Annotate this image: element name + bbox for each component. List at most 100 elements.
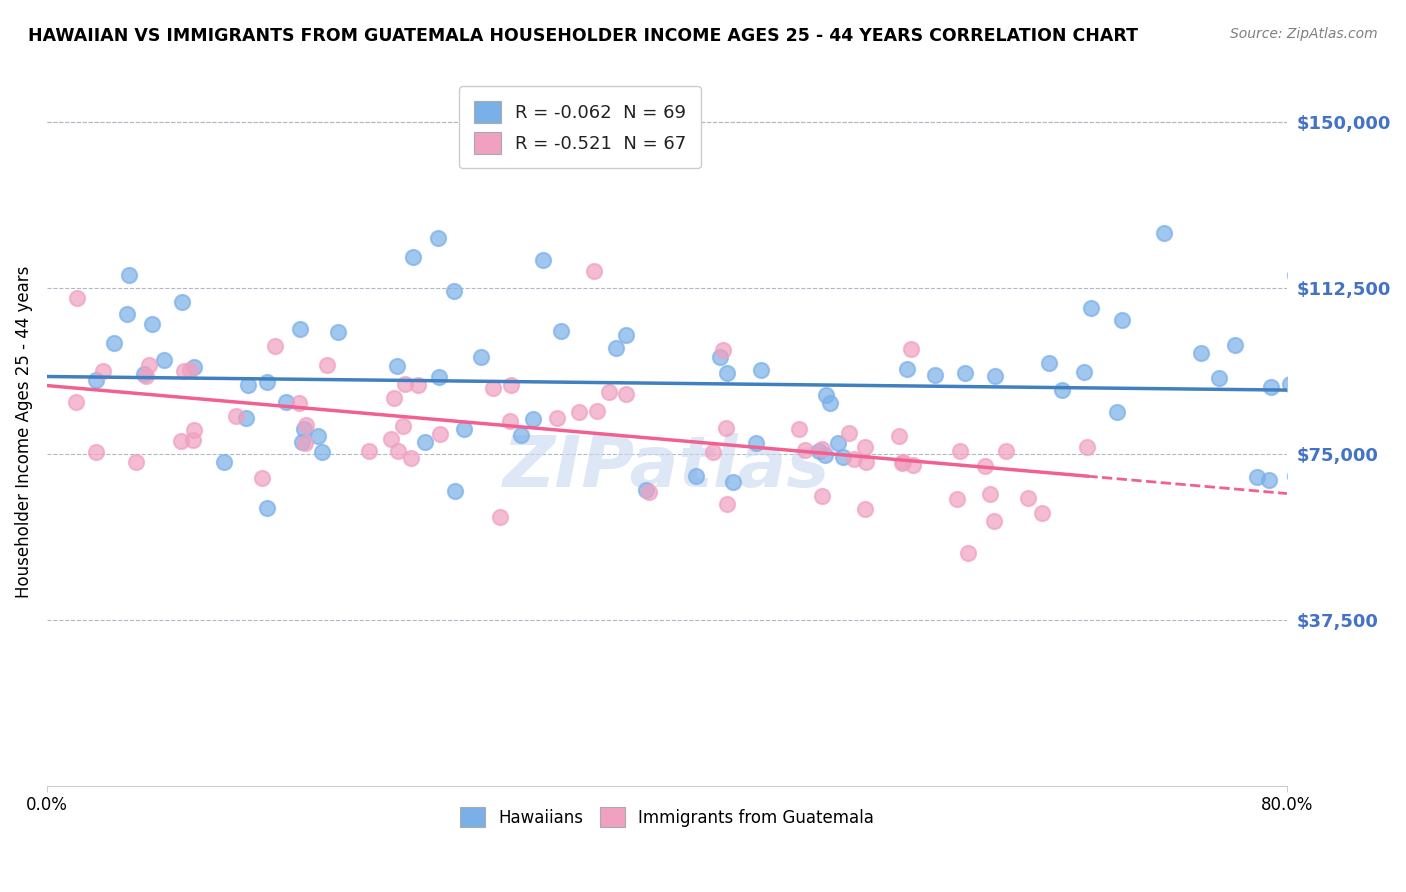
Point — [470, 350, 492, 364]
Point — [1189, 346, 1212, 360]
Point — [1111, 313, 1133, 327]
Point — [855, 455, 877, 469]
Text: Source: ZipAtlas.com: Source: ZipAtlas.com — [1230, 27, 1378, 41]
Point — [499, 414, 522, 428]
Point — [807, 444, 830, 458]
Point — [385, 359, 408, 374]
Point — [117, 307, 139, 321]
Point — [288, 396, 311, 410]
Point — [716, 366, 738, 380]
Point — [550, 324, 572, 338]
Point — [896, 362, 918, 376]
Point — [891, 455, 914, 469]
Point — [153, 353, 176, 368]
Point — [568, 405, 591, 419]
Point — [429, 426, 451, 441]
Point — [394, 376, 416, 391]
Point — [1257, 473, 1279, 487]
Point — [827, 435, 849, 450]
Point — [749, 363, 772, 377]
Point — [173, 364, 195, 378]
Point — [979, 487, 1001, 501]
Point — [443, 284, 465, 298]
Point — [1278, 376, 1301, 391]
Point — [84, 373, 107, 387]
Point — [357, 444, 380, 458]
Point — [984, 369, 1007, 384]
Point — [380, 432, 402, 446]
Point — [598, 385, 620, 400]
Point — [256, 376, 278, 390]
Point — [924, 368, 946, 383]
Point — [1284, 268, 1306, 282]
Legend: Hawaiians, Immigrants from Guatemala: Hawaiians, Immigrants from Guatemala — [453, 800, 880, 834]
Point — [382, 391, 405, 405]
Text: ZIPatlas: ZIPatlas — [503, 433, 831, 501]
Point — [311, 445, 333, 459]
Point — [605, 341, 627, 355]
Point — [702, 445, 724, 459]
Point — [794, 443, 817, 458]
Point — [294, 436, 316, 450]
Point — [744, 436, 766, 450]
Point — [124, 455, 146, 469]
Point — [132, 368, 155, 382]
Point — [291, 434, 314, 449]
Point — [531, 253, 554, 268]
Point — [288, 321, 311, 335]
Point — [138, 358, 160, 372]
Point — [1284, 469, 1306, 483]
Point — [1153, 226, 1175, 240]
Point — [252, 470, 274, 484]
Point — [1105, 405, 1128, 419]
Point — [1260, 380, 1282, 394]
Point — [264, 339, 287, 353]
Point — [307, 429, 329, 443]
Point — [499, 377, 522, 392]
Point — [853, 501, 876, 516]
Point — [482, 380, 505, 394]
Point — [973, 458, 995, 473]
Text: HAWAIIAN VS IMMIGRANTS FROM GUATEMALA HOUSEHOLDER INCOME AGES 25 - 44 YEARS CORR: HAWAIIAN VS IMMIGRANTS FROM GUATEMALA HO… — [28, 27, 1137, 45]
Point — [1223, 338, 1246, 352]
Point — [1031, 506, 1053, 520]
Point — [118, 268, 141, 282]
Point — [787, 422, 810, 436]
Point — [66, 292, 89, 306]
Point — [1208, 370, 1230, 384]
Point — [711, 343, 734, 357]
Point — [91, 364, 114, 378]
Point — [685, 468, 707, 483]
Point — [811, 442, 834, 457]
Point — [453, 422, 475, 436]
Point — [614, 386, 637, 401]
Point — [1246, 470, 1268, 484]
Point — [427, 370, 450, 384]
Point — [444, 483, 467, 498]
Point — [946, 492, 969, 507]
Point — [1073, 365, 1095, 379]
Point — [637, 485, 659, 500]
Point — [86, 445, 108, 459]
Point — [900, 342, 922, 356]
Point — [292, 422, 315, 436]
Point — [170, 295, 193, 310]
Point — [585, 404, 607, 418]
Point — [1050, 383, 1073, 397]
Point — [274, 395, 297, 409]
Point — [183, 423, 205, 437]
Point — [994, 443, 1017, 458]
Point — [179, 363, 201, 377]
Point — [183, 359, 205, 374]
Point — [406, 378, 429, 392]
Point — [316, 358, 339, 372]
Point — [1017, 491, 1039, 506]
Point — [256, 500, 278, 515]
Point — [1076, 440, 1098, 454]
Point — [103, 336, 125, 351]
Point — [853, 440, 876, 454]
Point — [1038, 356, 1060, 370]
Point — [489, 510, 512, 524]
Point — [891, 456, 914, 470]
Point — [235, 410, 257, 425]
